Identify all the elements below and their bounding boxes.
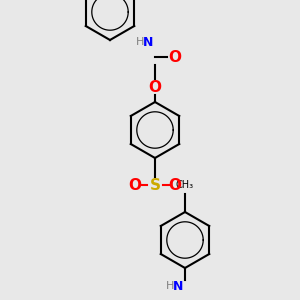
Text: CH₃: CH₃ bbox=[176, 180, 194, 190]
Text: H: H bbox=[136, 37, 144, 47]
Text: O: O bbox=[169, 178, 182, 193]
Text: O: O bbox=[128, 178, 142, 193]
Text: H: H bbox=[166, 281, 174, 291]
Text: N: N bbox=[143, 35, 153, 49]
Text: O: O bbox=[169, 50, 182, 64]
Text: S: S bbox=[149, 178, 161, 193]
Text: N: N bbox=[173, 280, 183, 292]
Text: O: O bbox=[148, 80, 161, 94]
